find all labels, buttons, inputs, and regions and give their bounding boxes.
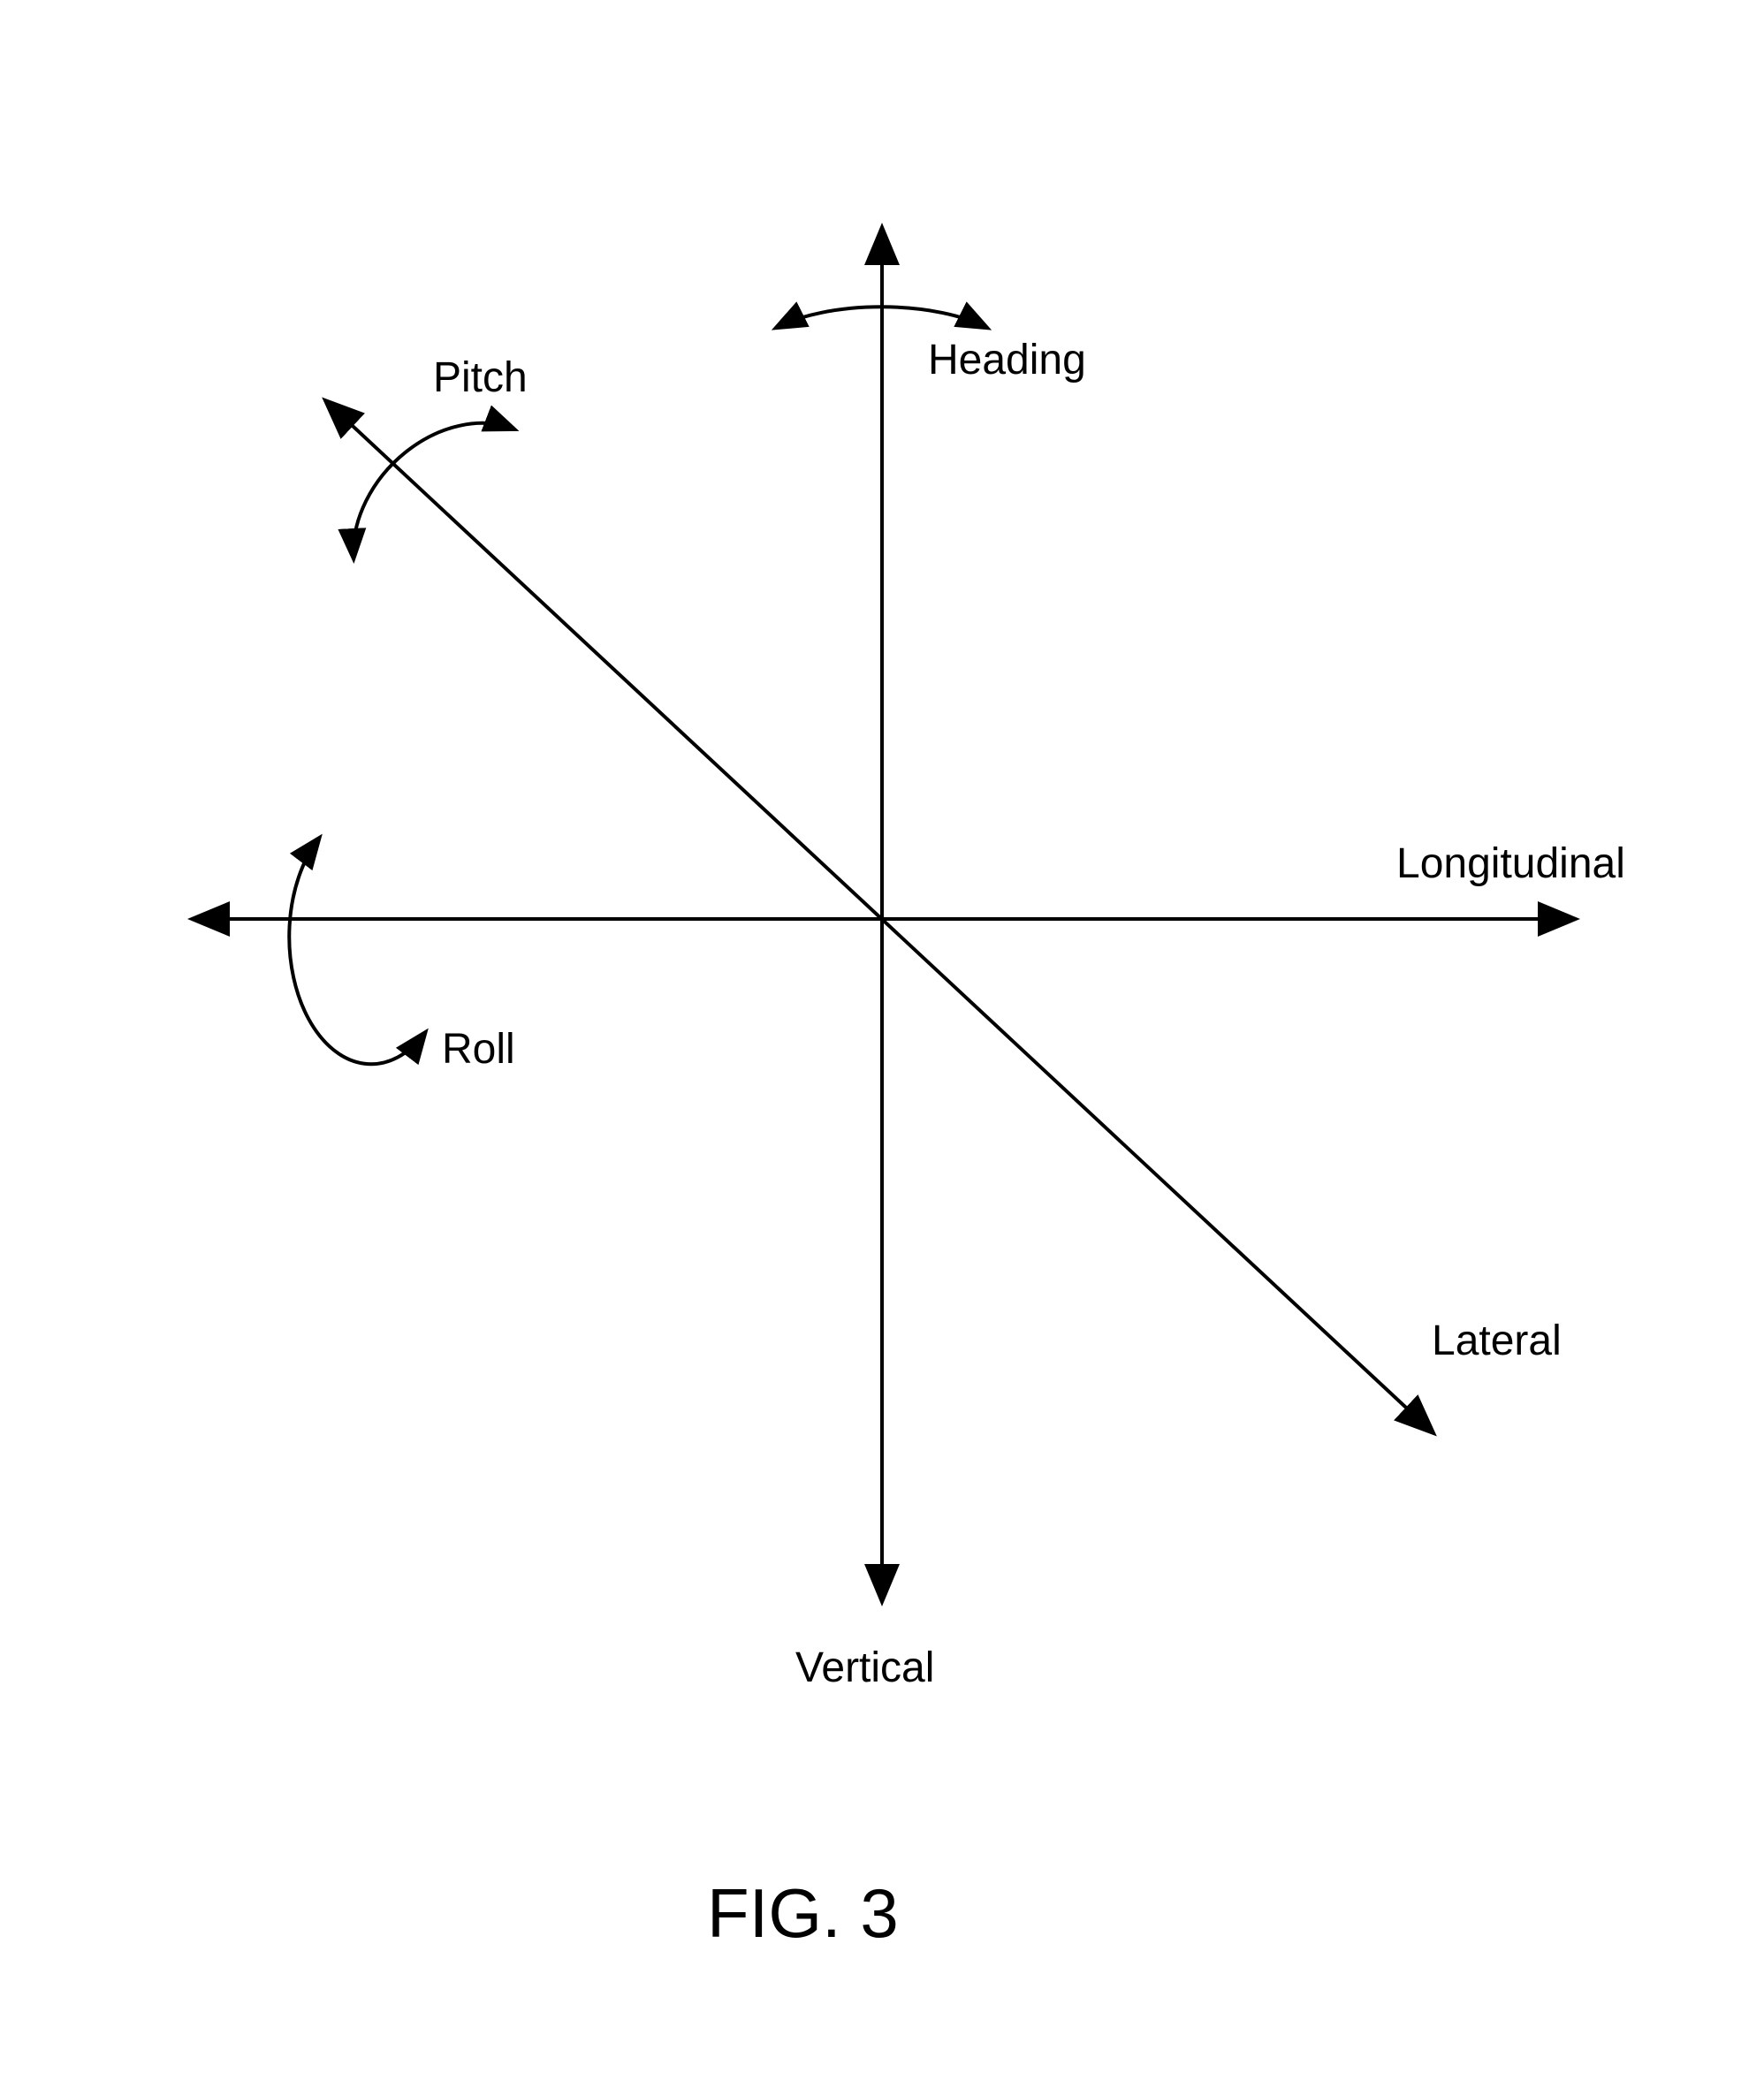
pitch-label: Pitch xyxy=(433,353,528,402)
vertical-label: Vertical xyxy=(795,1644,934,1692)
pitch-arc xyxy=(354,423,513,557)
roll-arc xyxy=(289,839,424,1064)
lateral-axis xyxy=(327,402,1432,1431)
axis-diagram xyxy=(0,0,1764,2088)
longitudinal-label: Longitudinal xyxy=(1396,839,1625,888)
heading-label: Heading xyxy=(928,336,1086,384)
roll-label: Roll xyxy=(442,1025,515,1074)
lateral-label: Lateral xyxy=(1432,1317,1562,1365)
figure-title: FIG. 3 xyxy=(707,1873,899,1954)
